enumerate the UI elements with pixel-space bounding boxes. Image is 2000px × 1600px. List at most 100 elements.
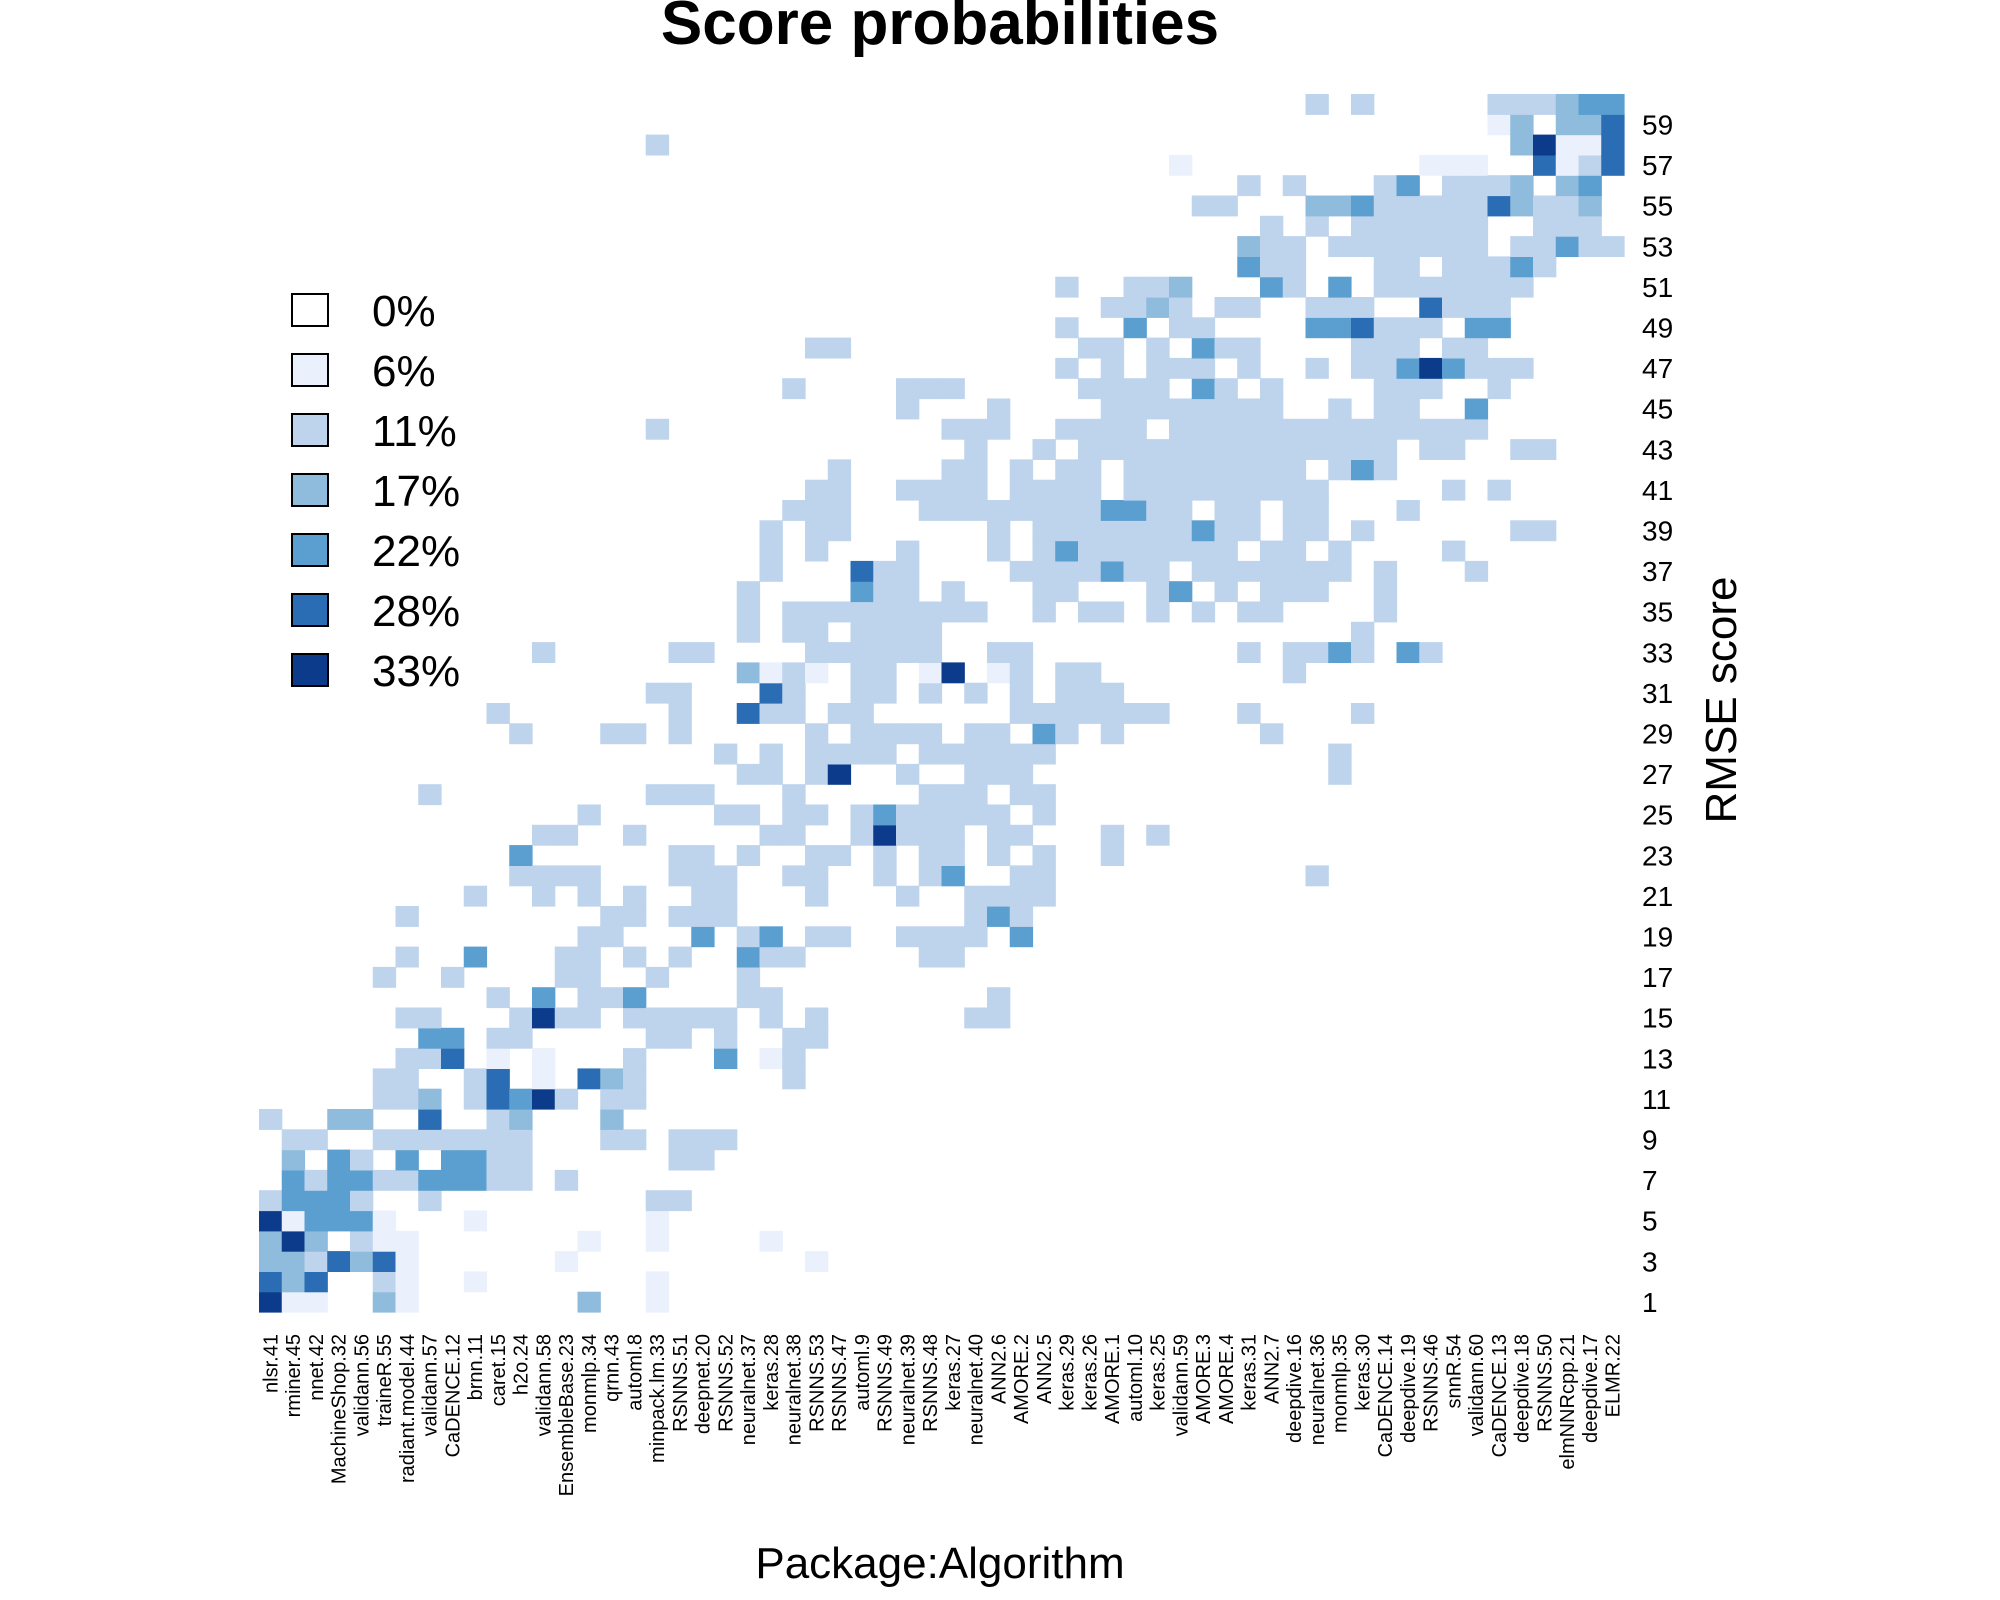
heatmap-cell	[1396, 418, 1420, 440]
heatmap-cell	[259, 1190, 283, 1212]
heatmap-cell	[1123, 540, 1147, 562]
heatmap-cell	[1373, 236, 1398, 257]
heatmap-cell	[1260, 236, 1284, 257]
heatmap-cell	[1510, 357, 1534, 379]
heatmap-cell	[600, 987, 624, 1009]
heatmap-cell	[1419, 195, 1443, 217]
heatmap-cell	[554, 966, 579, 988]
x-tick-label: validann.60	[1466, 1334, 1488, 1436]
heatmap-cell	[1396, 236, 1420, 257]
x-tick-label: ELMR.22	[1603, 1334, 1625, 1417]
heatmap-cell	[850, 703, 874, 724]
heatmap-cell	[1146, 581, 1170, 603]
x-tick-label: CaDENCE.12	[442, 1334, 464, 1457]
heatmap-cell	[1373, 581, 1398, 603]
heatmap-cell	[1351, 317, 1375, 339]
y-tick-label: 5	[1642, 1206, 1658, 1237]
heatmap-cell	[1078, 459, 1102, 481]
heatmap-cell	[941, 581, 965, 603]
heatmap-cell	[1032, 601, 1056, 623]
heatmap-cell	[918, 946, 943, 968]
heatmap-cell	[441, 1027, 465, 1049]
heatmap-cell	[1282, 540, 1307, 562]
heatmap-cell	[1282, 500, 1307, 521]
x-tick-label: RSNNS.48	[920, 1334, 942, 1432]
heatmap-cell	[1169, 276, 1193, 298]
heatmap-cell	[1305, 520, 1329, 542]
heatmap-cell	[1032, 784, 1056, 806]
y-tick-label: 43	[1642, 434, 1673, 465]
heatmap-cell	[1487, 297, 1511, 318]
x-tick-label: h2o.24	[511, 1334, 533, 1395]
heatmap-cell	[1237, 500, 1261, 521]
heatmap-cell	[1260, 581, 1284, 603]
heatmap-cell	[759, 1007, 783, 1029]
heatmap-cell	[714, 885, 738, 907]
heatmap-cell	[987, 398, 1011, 420]
heatmap-cell	[964, 682, 988, 704]
heatmap-cell	[1396, 357, 1420, 379]
heatmap-cell	[554, 1169, 579, 1191]
heatmap-cell	[1100, 337, 1125, 359]
heatmap-cell	[1419, 439, 1443, 460]
heatmap-cell	[827, 845, 852, 866]
heatmap-cell	[896, 378, 920, 400]
x-tick-label: keras.28	[761, 1334, 783, 1411]
heatmap-cell	[964, 885, 988, 907]
y-tick-label: 13	[1642, 1043, 1673, 1074]
heatmap-cell	[1260, 398, 1284, 420]
heatmap-cell	[1373, 317, 1398, 339]
heatmap-cell	[987, 906, 1011, 927]
legend: 0% 6% 11% 17% 22% 28% 33%	[291, 287, 460, 696]
heatmap-cell	[1555, 134, 1580, 156]
heatmap-cell	[1396, 500, 1420, 521]
y-tick-label: 41	[1642, 475, 1673, 506]
heatmap-cell	[1214, 581, 1238, 603]
heatmap-cell	[554, 1088, 579, 1110]
x-tick-label: deepdive.19	[1398, 1334, 1420, 1443]
heatmap-cell	[600, 1109, 624, 1130]
heatmap-cell	[1373, 459, 1398, 481]
heatmap-cell	[850, 723, 874, 745]
heatmap-cell	[600, 1068, 624, 1090]
heatmap-cell	[1260, 276, 1284, 298]
heatmap-cell	[1442, 418, 1466, 440]
heatmap-cell	[1396, 398, 1420, 420]
heatmap-cell	[395, 1251, 419, 1272]
heatmap-cell	[1464, 154, 1489, 176]
heatmap-cell	[577, 1068, 601, 1090]
heatmap-cell	[1555, 195, 1580, 217]
legend-label: 6%	[372, 347, 436, 396]
heatmap-cell	[1396, 175, 1420, 197]
heatmap-cell	[395, 1007, 419, 1029]
heatmap-cell	[1464, 337, 1489, 359]
y-tick-label: 35	[1642, 597, 1673, 628]
heatmap-cell	[281, 1251, 306, 1272]
heatmap-cell	[1237, 601, 1261, 623]
heatmap-cell	[1100, 439, 1125, 460]
heatmap-cell	[623, 1129, 647, 1151]
heatmap-cell	[941, 500, 965, 521]
y-tick-label: 9	[1642, 1124, 1658, 1155]
heatmap-cell	[1237, 418, 1261, 440]
heatmap-cell	[1237, 175, 1261, 197]
y-tick-label: 53	[1642, 231, 1673, 262]
heatmap-cell	[805, 723, 829, 745]
x-tick-label: neuralnet.37	[738, 1334, 760, 1445]
heatmap-cell	[941, 946, 965, 968]
y-axis-label: RMSE score	[1697, 577, 1746, 824]
heatmap-cell	[532, 885, 556, 907]
heatmap-cell	[873, 682, 897, 704]
heatmap-cell	[1146, 500, 1170, 521]
heatmap-cell	[1487, 317, 1511, 339]
heatmap-cell	[1169, 500, 1193, 521]
heatmap-cell	[736, 662, 761, 684]
x-tick-label: RSNNS.47	[829, 1334, 851, 1432]
heatmap-cell	[372, 1271, 397, 1293]
heatmap-cell	[1419, 276, 1443, 298]
heatmap-cell	[1169, 154, 1193, 176]
heatmap-cell	[896, 804, 920, 826]
heatmap-cell	[1373, 560, 1398, 582]
heatmap-cell	[1282, 236, 1307, 257]
heatmap-cell	[827, 743, 852, 765]
